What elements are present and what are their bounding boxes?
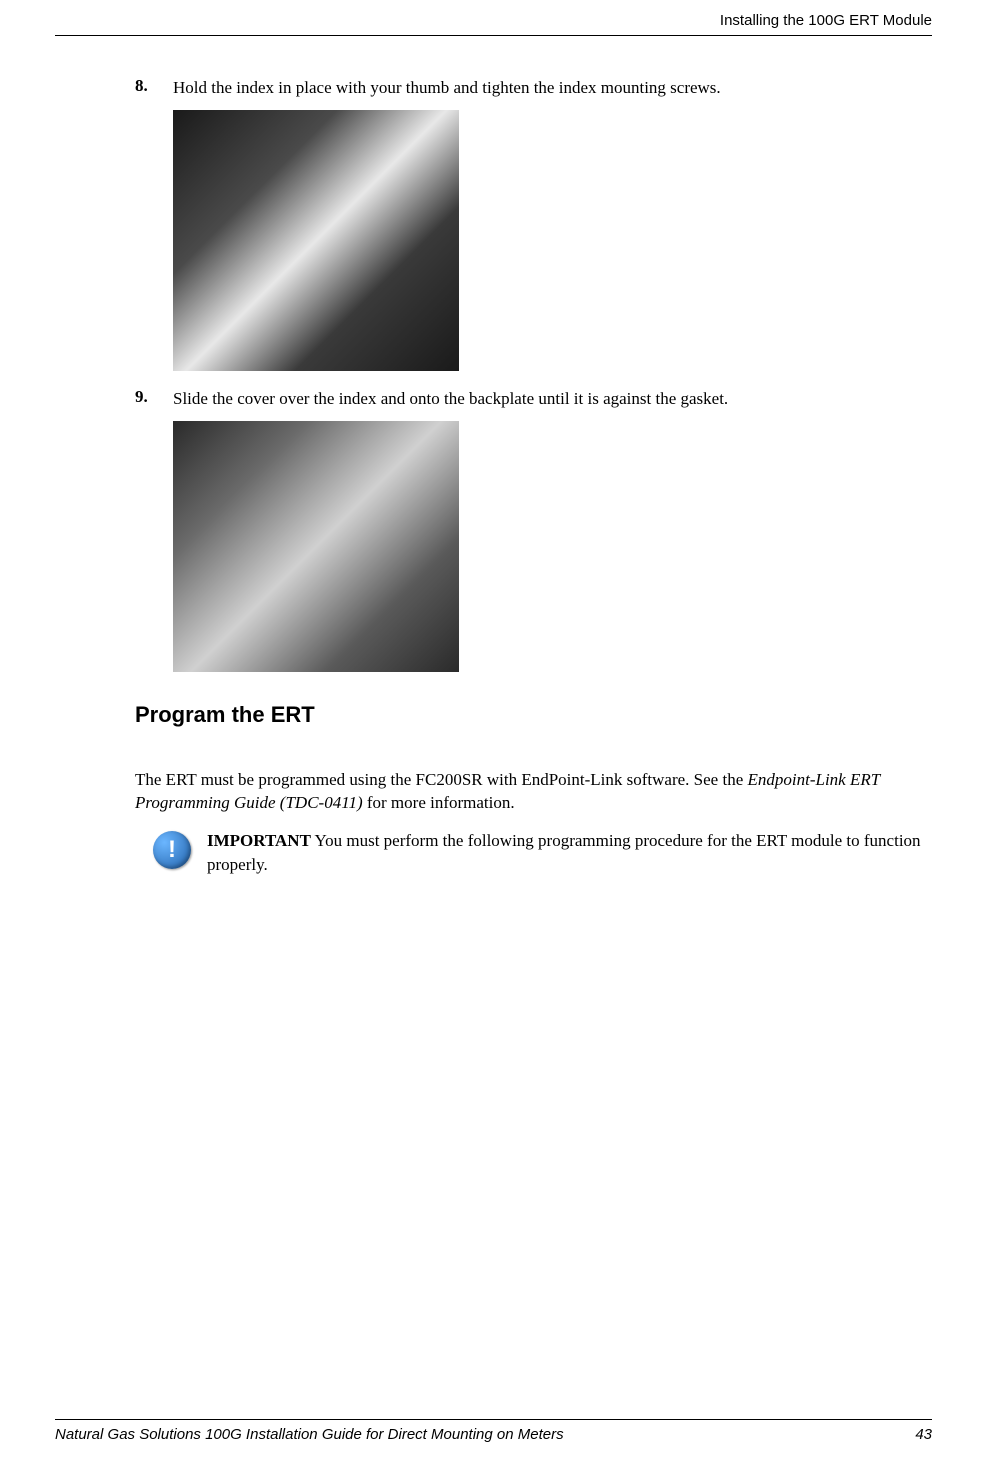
page-footer: Natural Gas Solutions 100G Installation … bbox=[55, 1419, 932, 1443]
photo-tighten-screws bbox=[173, 110, 459, 371]
step-number: 8. bbox=[135, 76, 173, 100]
important-text: IMPORTANT You must perform the following… bbox=[207, 829, 922, 877]
important-icon: ! bbox=[153, 831, 191, 877]
section-heading: Program the ERT bbox=[135, 702, 922, 728]
photo-slide-cover bbox=[173, 421, 459, 672]
main-content: 8. Hold the index in place with your thu… bbox=[55, 76, 932, 877]
program-paragraph: The ERT must be programmed using the FC2… bbox=[135, 768, 922, 816]
step-8: 8. Hold the index in place with your thu… bbox=[135, 76, 922, 100]
footer-doc-title: Natural Gas Solutions 100G Installation … bbox=[55, 1426, 564, 1443]
footer-rule bbox=[55, 1419, 932, 1420]
page-number: 43 bbox=[915, 1426, 932, 1443]
para-text-b: for more information. bbox=[363, 793, 515, 812]
para-text-a: The ERT must be programmed using the FC2… bbox=[135, 770, 748, 789]
exclamation-icon: ! bbox=[168, 838, 176, 862]
info-circle-icon: ! bbox=[153, 831, 191, 869]
important-label: IMPORTANT bbox=[207, 831, 311, 850]
step-9: 9. Slide the cover over the index and on… bbox=[135, 387, 922, 411]
step-number: 9. bbox=[135, 387, 173, 411]
step-text: Hold the index in place with your thumb … bbox=[173, 76, 922, 100]
figure-step-8 bbox=[173, 110, 922, 371]
chapter-title: Installing the 100G ERT Module bbox=[720, 12, 932, 29]
header-rule bbox=[55, 35, 932, 36]
step-text: Slide the cover over the index and onto … bbox=[173, 387, 922, 411]
important-note: ! IMPORTANT You must perform the followi… bbox=[153, 829, 922, 877]
figure-step-9 bbox=[173, 421, 922, 672]
important-body: You must perform the following programmi… bbox=[207, 831, 921, 874]
